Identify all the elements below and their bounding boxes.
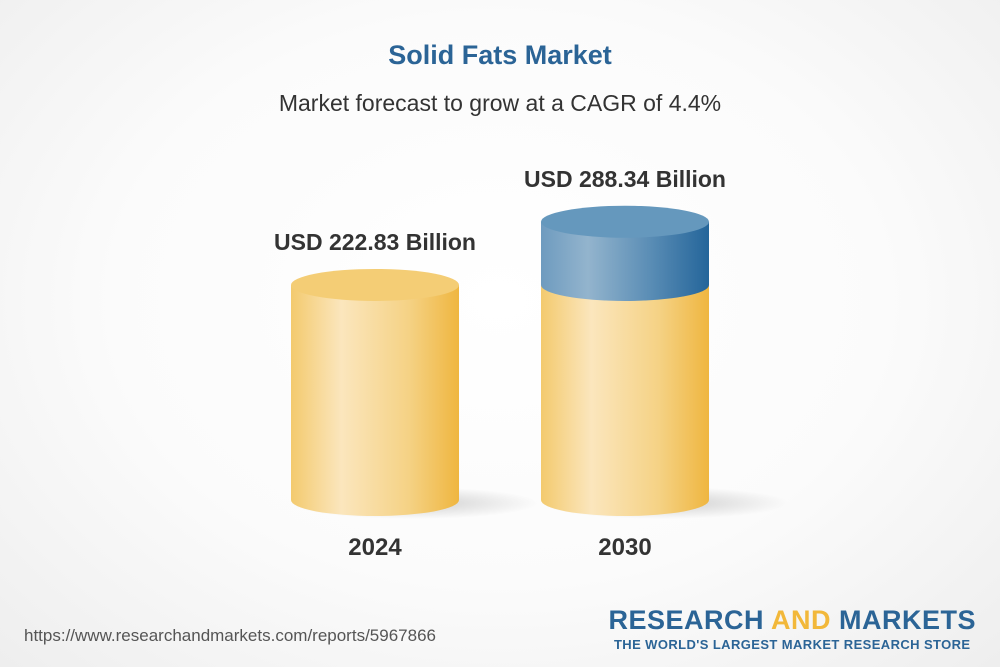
bar-growth-2030-body xyxy=(541,221,709,301)
chart-subtitle: Market forecast to grow at a CAGR of 4.4… xyxy=(278,90,722,116)
data-label-2030: USD 288.34 Billion xyxy=(524,166,726,192)
brand-logo: RESEARCH AND MARKETS THE WORLD'S LARGEST… xyxy=(608,605,976,652)
bar-2024-body xyxy=(291,284,459,516)
category-label-2024: 2024 xyxy=(348,534,402,561)
source-url[interactable]: https://www.researchandmarkets.com/repor… xyxy=(24,626,436,645)
chart-title: Solid Fats Market xyxy=(388,40,612,70)
category-label-2030: 2030 xyxy=(598,534,651,561)
bar-base-2030-body xyxy=(541,284,709,516)
bar-growth-2030-top xyxy=(541,205,709,238)
data-label-2024: USD 222.83 Billion xyxy=(274,229,476,255)
bar-2024-top xyxy=(291,268,459,301)
